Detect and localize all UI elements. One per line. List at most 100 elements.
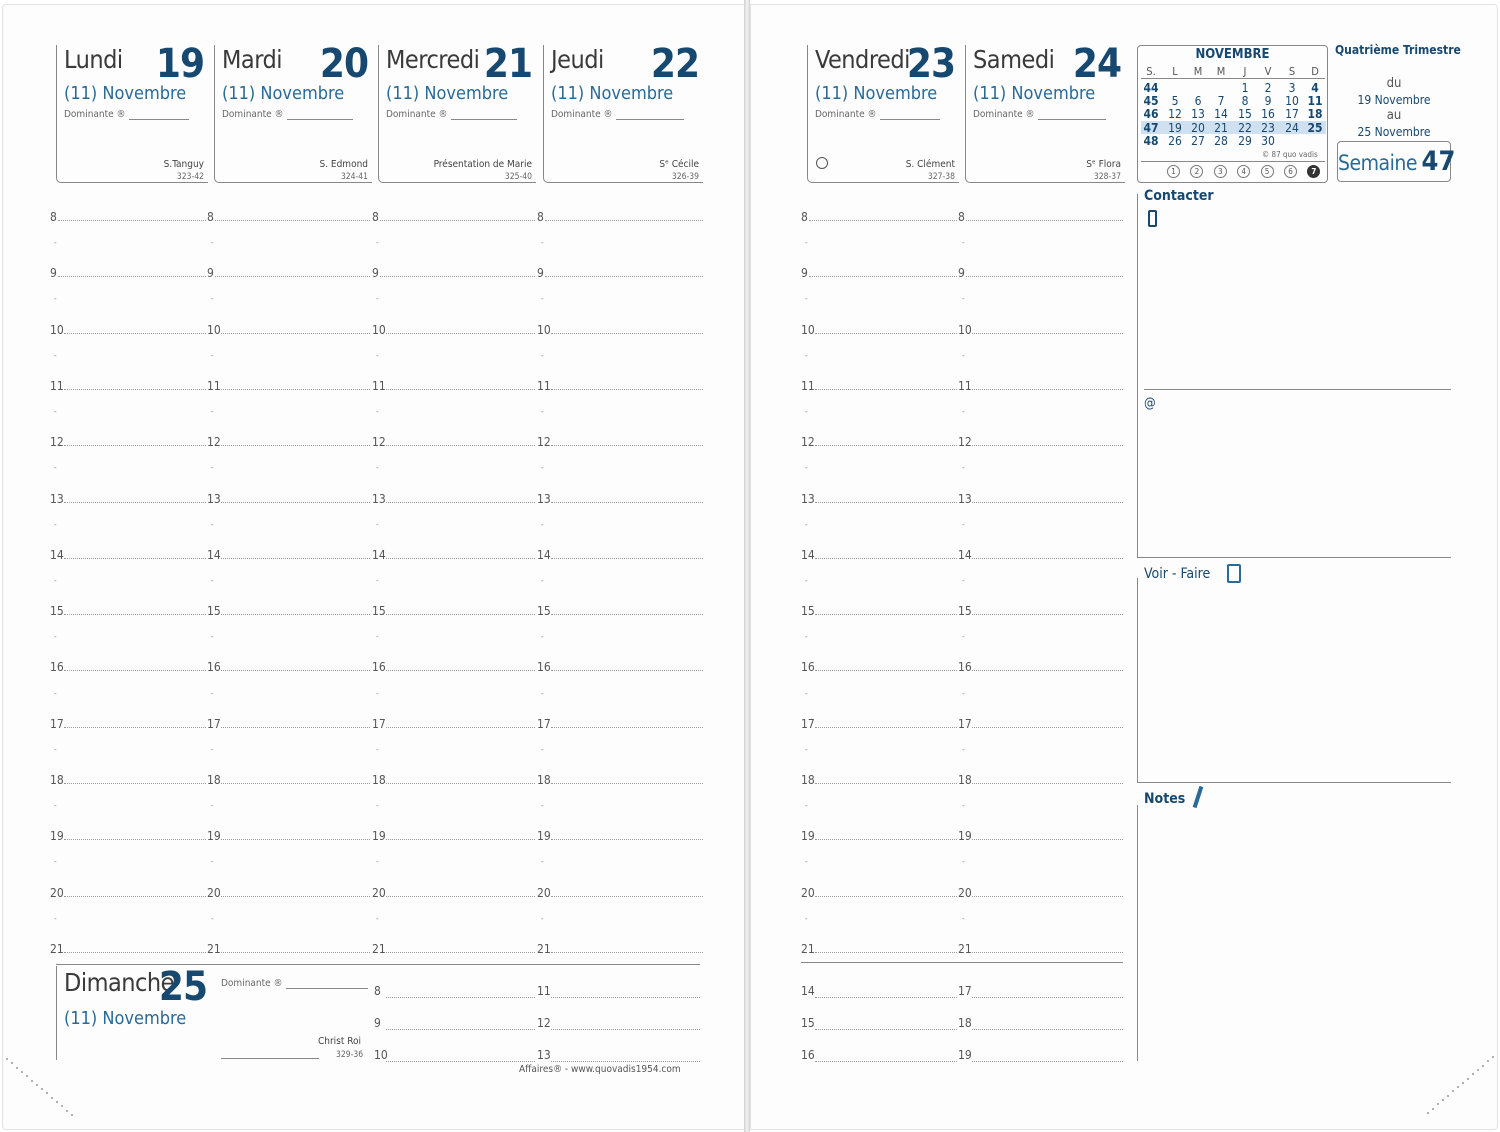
hour-line[interactable] (815, 557, 957, 559)
hour-line[interactable] (215, 220, 370, 221)
hour-line[interactable] (551, 557, 703, 559)
hour-line[interactable] (545, 220, 703, 221)
hour-line[interactable] (215, 276, 370, 278)
calendar-cell[interactable]: 4 (1311, 81, 1319, 95)
dominante-field[interactable]: Dominante ® (386, 109, 517, 120)
calendar-cell[interactable]: 29 (1238, 133, 1252, 148)
hour-line[interactable] (972, 670, 1123, 672)
hour-line[interactable] (386, 1029, 535, 1030)
hour-line[interactable] (64, 783, 206, 784)
hour-line[interactable] (221, 388, 370, 390)
hour-line[interactable] (221, 445, 370, 447)
hour-line[interactable] (972, 783, 1123, 784)
hour-line[interactable] (815, 951, 957, 953)
calendar-cell[interactable]: 16 (1261, 107, 1275, 122)
calendar-cell[interactable]: 20 (1191, 120, 1205, 135)
hour-line[interactable] (64, 839, 206, 841)
hour-line[interactable] (815, 839, 957, 841)
calendar-cell[interactable]: 1 (1241, 81, 1249, 95)
calendar-cell[interactable]: 9 (1264, 94, 1272, 109)
hour-line[interactable] (815, 670, 957, 672)
weekday-circle[interactable]: 6 (1284, 165, 1297, 178)
hour-line[interactable] (221, 332, 370, 334)
calendar-cell[interactable]: 8 (1241, 94, 1249, 109)
hour-line[interactable] (221, 951, 370, 953)
hour-line[interactable] (972, 614, 1123, 616)
calendar-cell[interactable]: 30 (1261, 133, 1275, 148)
calendar-cell[interactable]: 47 (1143, 120, 1159, 135)
hour-line[interactable] (551, 783, 703, 784)
hour-line[interactable] (972, 839, 1123, 841)
calendar-cell[interactable]: 6 (1194, 94, 1202, 109)
calendar-cell[interactable]: 26 (1168, 133, 1182, 148)
dominante-field[interactable]: Dominante ® (64, 109, 189, 120)
calendar-cell[interactable]: 10 (1285, 94, 1299, 109)
calendar-cell[interactable]: 12 (1168, 107, 1182, 122)
hour-line[interactable] (221, 726, 370, 728)
hour-line[interactable] (972, 557, 1123, 559)
hour-line[interactable] (972, 895, 1123, 897)
hour-line[interactable] (386, 997, 535, 998)
hour-line[interactable] (386, 951, 535, 953)
hour-line[interactable] (386, 1061, 535, 1062)
hour-line[interactable] (972, 726, 1123, 728)
hour-line[interactable] (386, 670, 535, 672)
hour-line[interactable] (64, 726, 206, 728)
hour-line[interactable] (551, 1061, 700, 1062)
hour-line[interactable] (386, 614, 535, 616)
calendar-cell[interactable]: 5 (1171, 94, 1179, 109)
hour-line[interactable] (815, 1029, 957, 1030)
hour-line[interactable] (386, 557, 535, 559)
hour-line[interactable] (815, 1061, 957, 1062)
hour-line[interactable] (221, 501, 370, 503)
calendar-cell[interactable]: 21 (1214, 120, 1228, 135)
hour-line[interactable] (972, 997, 1123, 998)
calendar-cell[interactable]: 19 (1168, 120, 1182, 135)
weekday-circle[interactable]: 2 (1190, 165, 1204, 178)
hour-line[interactable] (551, 332, 703, 334)
weekday-circle[interactable]: 4 (1237, 165, 1251, 178)
hour-line[interactable] (380, 276, 535, 278)
hour-line[interactable] (221, 557, 370, 559)
hour-line[interactable] (815, 388, 957, 390)
hour-line[interactable] (815, 895, 957, 897)
hour-line[interactable] (972, 951, 1123, 953)
weekday-circle[interactable]: 5 (1260, 165, 1274, 178)
hour-line[interactable] (551, 726, 703, 728)
hour-line[interactable] (551, 670, 703, 672)
calendar-cell[interactable]: 46 (1143, 107, 1159, 122)
hour-line[interactable] (386, 388, 535, 390)
hour-line[interactable] (972, 445, 1123, 447)
dominante-field[interactable]: Dominante ® (222, 109, 353, 120)
hour-line[interactable] (221, 895, 370, 897)
weekday-circle[interactable]: 3 (1213, 165, 1227, 178)
hour-line[interactable] (64, 388, 206, 390)
calendar-cell[interactable]: 15 (1238, 107, 1252, 122)
hour-line[interactable] (815, 501, 957, 503)
hour-line[interactable] (815, 726, 957, 728)
hour-line[interactable] (551, 895, 703, 897)
hour-line[interactable] (815, 445, 957, 447)
calendar-cell[interactable]: 11 (1307, 94, 1323, 109)
hour-line[interactable] (809, 220, 957, 221)
hour-line[interactable] (972, 388, 1123, 390)
weekday-circle[interactable]: 7 (1307, 165, 1321, 178)
calendar-cell[interactable]: 13 (1191, 107, 1205, 122)
hour-line[interactable] (64, 445, 206, 447)
hour-line[interactable] (221, 839, 370, 841)
hour-line[interactable] (551, 997, 700, 998)
hour-line[interactable] (551, 445, 703, 447)
hour-line[interactable] (551, 388, 703, 390)
calendar-cell[interactable]: 27 (1191, 133, 1205, 148)
hour-line[interactable] (815, 783, 957, 784)
hour-line[interactable] (972, 501, 1123, 503)
hour-line[interactable] (386, 895, 535, 897)
calendar-cell[interactable]: 2 (1264, 81, 1272, 95)
sunday-dominante[interactable]: Dominante ® (221, 978, 368, 989)
hour-line[interactable] (551, 951, 703, 953)
hour-line[interactable] (58, 220, 206, 221)
calendar-cell[interactable]: 28 (1214, 133, 1228, 148)
hour-line[interactable] (815, 997, 957, 998)
calendar-cell[interactable]: 25 (1307, 120, 1323, 135)
calendar-cell[interactable]: 24 (1285, 120, 1299, 135)
